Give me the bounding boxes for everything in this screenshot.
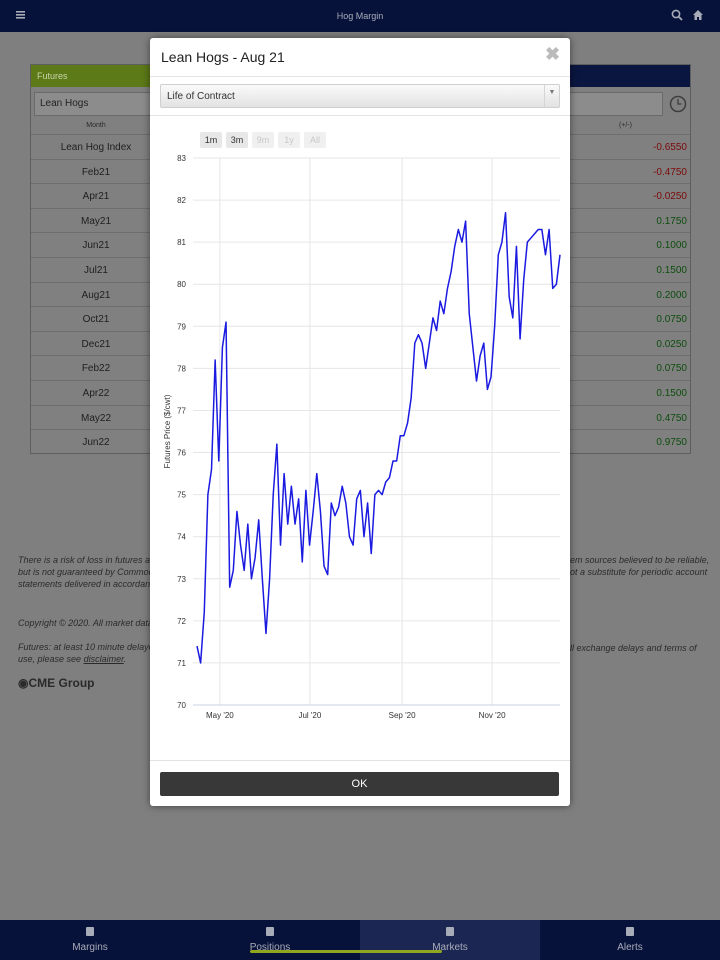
month-cell: Oct21 (82, 314, 110, 326)
month-cell: Jun21 (82, 240, 110, 252)
change-cell: 0.1750 (656, 215, 687, 227)
app-title: Hog Margin (336, 11, 384, 21)
nav-icon (86, 927, 94, 936)
change-cell: 0.1000 (656, 240, 687, 252)
disclaimer-line: statements delivered in accordanc (18, 579, 155, 589)
change-cell: 0.4750 (656, 412, 687, 424)
modal-title: Lean Hogs - Aug 21 (161, 49, 285, 65)
month-cell: May21 (80, 215, 111, 227)
month-cell: Apr22 (82, 388, 110, 399)
product-select[interactable]: Lean Hogs (34, 92, 154, 116)
change-cell: 0.0250 (656, 338, 687, 350)
change-header: (+/-) (618, 122, 632, 129)
month-cell: Feb22 (81, 363, 111, 375)
nav-item[interactable]: Alerts (540, 920, 720, 960)
change-cell: -0.4750 (653, 166, 687, 178)
month-cell: Dec21 (81, 338, 111, 350)
month-cell: Apr21 (82, 191, 110, 203)
bottom-nav: Margins Positions Markets Alerts (0, 920, 720, 960)
nav-icon (266, 927, 274, 936)
range-button[interactable]: 3m (226, 132, 248, 148)
month-cell: May22 (80, 412, 111, 424)
futures-note-right: ll exchange delays and terms of (570, 642, 697, 654)
home-icon[interactable] (692, 9, 704, 21)
nav-item[interactable]: Margins (0, 920, 180, 960)
range-button: 9m (252, 132, 274, 148)
disclaimer-line: but is not guaranteed by Commodi (18, 567, 156, 577)
search-icon[interactable] (671, 9, 683, 21)
nav-label: Positions (249, 942, 291, 953)
futures-note: Futures: at least 10 minute delayed (18, 642, 159, 652)
change-cell: 0.0750 (656, 314, 687, 326)
nav-item[interactable]: Positions (180, 920, 360, 960)
month-cell: Feb21 (81, 166, 111, 178)
chart-modal: Lean Hogs - Aug 21 ✖ Life of Contract ▼ … (150, 38, 570, 806)
nav-label: Markets (432, 942, 468, 953)
change-cell: -0.6550 (653, 142, 687, 153)
disclaimer-line: use, please see (18, 654, 82, 664)
nav-label: Margins (72, 942, 108, 953)
nav-icon (626, 927, 634, 936)
divider (150, 760, 570, 761)
range-button[interactable]: 1m (200, 132, 222, 148)
nav-label: Alerts (617, 942, 643, 953)
range-button: All (304, 132, 326, 148)
change-cell: 0.0750 (656, 363, 687, 375)
range-select-label: Life of Contract (167, 91, 235, 102)
ok-button[interactable]: OK (160, 772, 559, 796)
month-cell: Jun22 (82, 437, 110, 449)
logo-text: CME Group (28, 676, 95, 690)
change-cell: 0.1500 (656, 265, 687, 276)
change-cell: 0.2000 (656, 289, 687, 301)
menu-icon[interactable] (16, 10, 26, 20)
change-cell: 0.1500 (656, 388, 687, 399)
divider (150, 76, 570, 77)
disclaimer-left: There is a risk of loss in futures and b… (18, 554, 160, 590)
futures-note-2: use, please see disclaimer. (18, 654, 126, 664)
change-cell: 0.9750 (656, 437, 687, 449)
disclaimer-link[interactable]: disclaimer (83, 654, 124, 664)
logo: ◉CME Group (18, 676, 95, 690)
disclaimer-line: em sources believed to be reliable, (570, 555, 710, 565)
disclaimer-line: There is a risk of loss in futures and (18, 555, 161, 565)
select-arrow: ▼ (544, 85, 559, 107)
disclaimer-line: ot a substitute for periodic account (570, 567, 708, 577)
month-cell: Jul21 (84, 265, 108, 276)
nav-underline (250, 950, 442, 953)
clock-icon[interactable] (669, 95, 687, 113)
range-button: 1y (278, 132, 300, 148)
change-cell: -0.0250 (653, 191, 687, 203)
month-cell: Aug21 (81, 289, 111, 301)
disclaimer-tail: . (123, 654, 127, 664)
copyright: Copyright © 2020. All market data i (18, 618, 158, 628)
disclaimer-line: ll exchange delays and terms of (570, 643, 697, 653)
nav-icon (446, 927, 454, 936)
futures-tab[interactable]: Futures (31, 65, 157, 87)
disclaimer-right: em sources believed to be reliable, ot a… (570, 554, 709, 578)
month-cell: Lean Hog Index (60, 142, 132, 153)
divider (150, 115, 570, 116)
close-button[interactable]: ✖ (545, 44, 561, 64)
range-select[interactable]: Life of Contract ▼ (160, 84, 560, 108)
nav-item[interactable]: Markets (360, 920, 540, 960)
month-header: Month (86, 122, 106, 129)
top-bar: Hog Margin (0, 0, 720, 32)
